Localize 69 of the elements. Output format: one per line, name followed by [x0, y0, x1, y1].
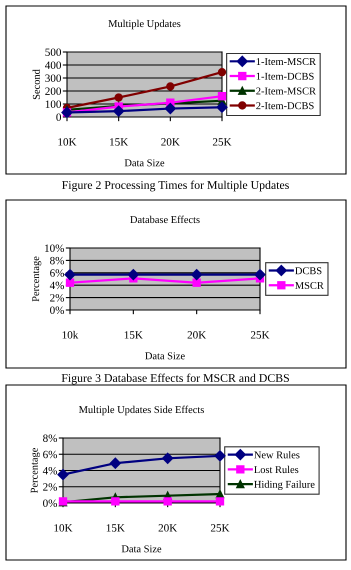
x-tick-label: 15K — [124, 331, 143, 339]
y-axis-title: Second — [32, 69, 40, 100]
point — [114, 93, 123, 102]
y-tick-label: 2% — [43, 483, 58, 491]
point — [216, 497, 224, 506]
y-tick-label: 4% — [50, 282, 64, 290]
x-tick-label: 10K — [54, 524, 72, 532]
point — [192, 278, 201, 287]
legend-label: New Rules — [254, 451, 300, 458]
chart-title: Database Effects — [130, 216, 200, 224]
x-axis-title: Data Size — [122, 545, 162, 552]
legend-label: 1-Item-MSCR — [256, 58, 316, 66]
point — [66, 278, 74, 287]
chart-title: Multiple Updates Side Effects — [78, 406, 204, 416]
point — [64, 269, 76, 280]
caption: Figure 2 Processing Times for Multiple Updates — [62, 180, 289, 192]
point — [128, 269, 139, 280]
point — [218, 68, 226, 76]
point — [162, 452, 174, 464]
point — [164, 102, 176, 114]
y-axis-title: Percentage — [32, 256, 42, 302]
x-tick-label: 15K — [106, 524, 125, 532]
x-tick-label: 25K — [212, 138, 232, 146]
x-tick-label: 10k — [62, 330, 78, 339]
x-tick-label: 20K — [161, 138, 180, 146]
y-tick-label: 8% — [43, 434, 58, 442]
y-tick-label: 400 — [44, 61, 62, 69]
chart-title: Multiple Updates — [108, 20, 180, 30]
y-tick-label: 0 — [56, 113, 62, 121]
x-axis-title: Data Size — [145, 352, 185, 360]
y-tick-label: 10% — [45, 244, 64, 252]
point — [191, 269, 202, 280]
point — [254, 269, 266, 280]
y-tick-label: 0% — [43, 499, 58, 507]
legend-label: MSCR — [295, 282, 324, 289]
point — [164, 497, 172, 506]
y-tick-label: 300 — [45, 74, 62, 82]
point — [57, 468, 69, 480]
y-tick-label: 8% — [50, 256, 64, 264]
x-tick-label: 20K — [158, 524, 178, 532]
y-tick-label: 500 — [45, 48, 62, 56]
legend-label: Lost Rules — [254, 466, 298, 474]
point — [111, 497, 120, 506]
legend-label: 1-Item-DCBS — [256, 72, 314, 80]
x-tick-label: 25K — [210, 524, 230, 532]
y-tick-label: 6% — [50, 269, 64, 277]
x-tick-label: 15K — [110, 138, 128, 146]
x-axis-title: Data Size — [124, 159, 164, 166]
y-tick-label: 4% — [42, 466, 58, 474]
x-tick-label: 25K — [250, 331, 270, 339]
y-tick-label: 2% — [50, 294, 64, 302]
legend-label: 2-Item-DCBS — [256, 102, 314, 110]
y-tick-label: 200 — [45, 87, 62, 95]
point — [166, 82, 174, 91]
point — [218, 92, 226, 100]
y-tick-label: 6% — [43, 450, 58, 458]
y-tick-label: 100 — [46, 100, 62, 108]
legend-label: Hiding Failure — [254, 480, 315, 490]
point — [110, 458, 121, 469]
caption: Figure 3 Database Effects for MSCR and DCBS — [62, 374, 289, 384]
point — [214, 450, 226, 462]
y-axis-title: Percentage — [30, 448, 40, 494]
x-tick-label: 20K — [188, 331, 206, 339]
x-tick-label: 10K — [58, 138, 76, 146]
point — [216, 102, 228, 113]
y-tick-label: 0% — [50, 306, 64, 314]
legend-label: DCBS — [295, 267, 322, 274]
legend-label: 2-Item-MSCR — [256, 88, 316, 94]
point — [113, 106, 124, 117]
